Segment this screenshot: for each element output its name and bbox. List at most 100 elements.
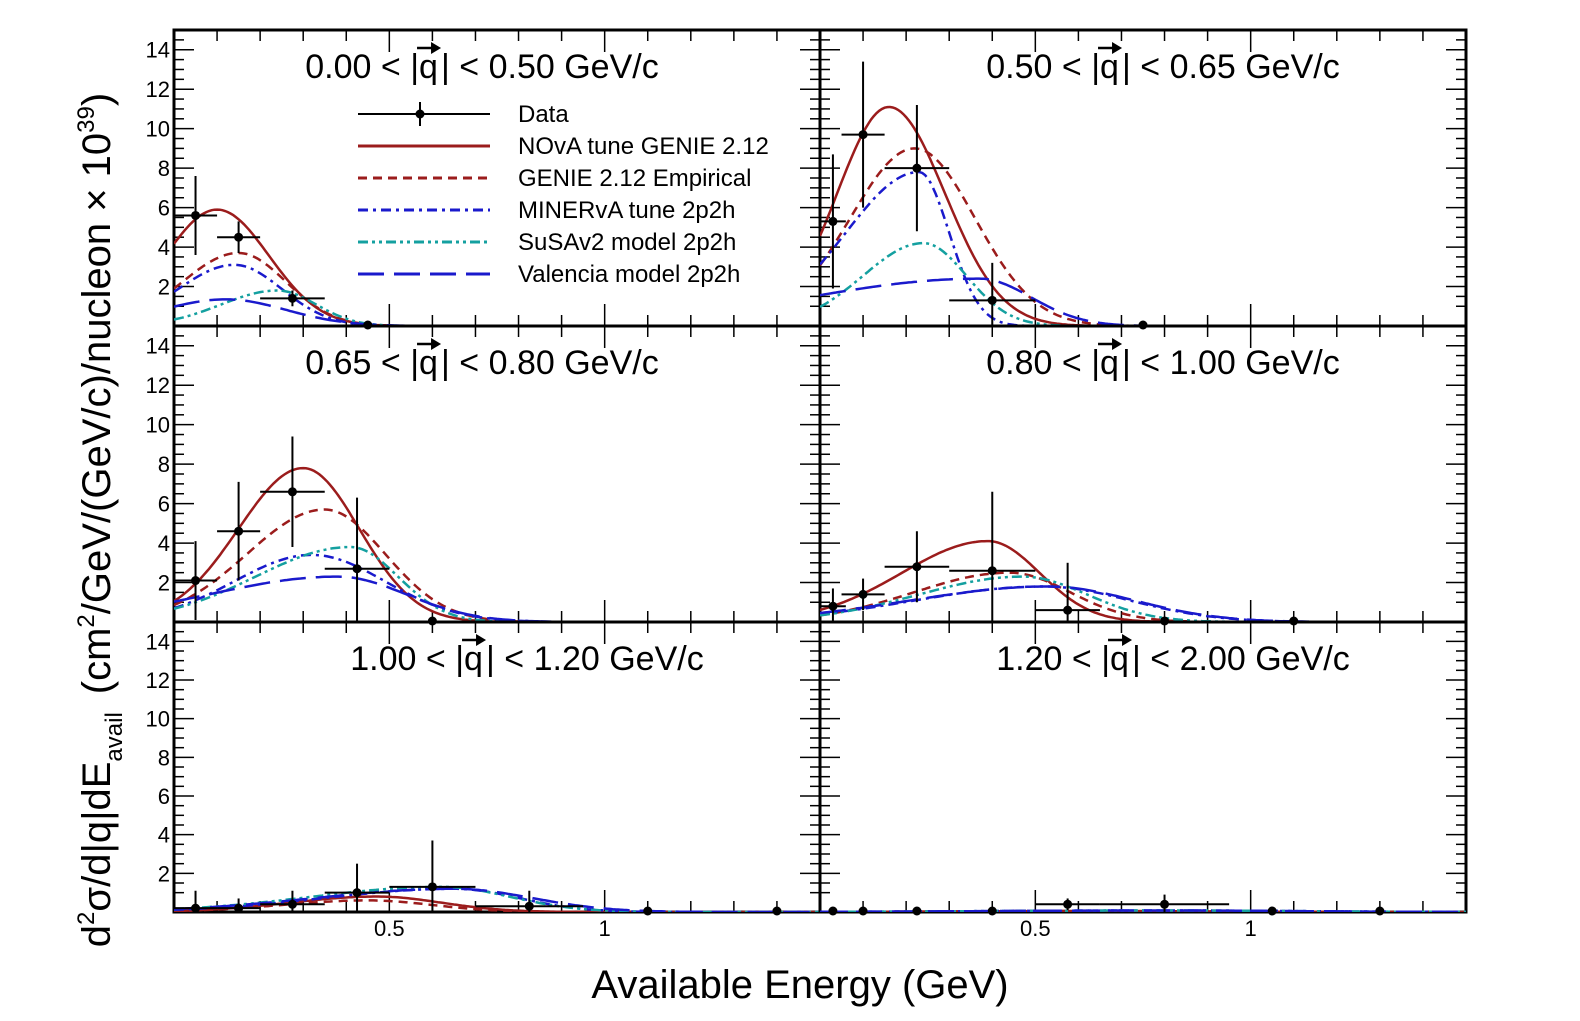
y-label-de: dE (75, 762, 119, 811)
panel-6: 0.5 1 1.20 < | | < 2.00 GeV/cq (818, 620, 1468, 941)
series-line-empirical (174, 508, 820, 622)
panel-3: 2 4 6 8 10 12 14 0.65 < | | < 0.80 GeV/cq (146, 324, 822, 626)
x-tick-label: 1 (599, 916, 611, 941)
panel-title-right: | < 1.00 GeV/c (1122, 344, 1340, 382)
y-tick-label: 14 (146, 38, 170, 63)
y-tick-label: 14 (146, 334, 170, 359)
panel-5: 2 4 6 8 10 12 14 0.5 1 1.00 < | | < 1.20 GeV/cq (146, 620, 822, 941)
data-marker (858, 130, 868, 140)
data-marker (1063, 899, 1073, 909)
q-symbol-6: q (1110, 640, 1129, 678)
legend-label-susa: SuSAv2 model 2p2h (518, 229, 736, 256)
y-tick-label: 12 (146, 77, 170, 102)
data-point (389, 840, 476, 912)
y-tick-label: 2 (158, 275, 170, 300)
data-marker (912, 163, 922, 173)
data-marker (1063, 605, 1073, 615)
y-label-close: ) (75, 93, 119, 106)
y-tick-label: 4 (158, 531, 170, 556)
panel-data-5 (174, 840, 782, 916)
svg-text:d2σ/d|q|dEavail(cm2/GeV/(GeV/c: d2σ/d|q|dEavail(cm2/GeV/(GeV/c)/nucleon … (73, 93, 128, 947)
panel-title-4: 0.80 < | | < 1.00 GeV/cq (986, 338, 1340, 382)
y-label-sub: avail (101, 712, 128, 761)
panel-4: 0.80 < | | < 1.00 GeV/cq (818, 324, 1468, 626)
y-tick-label: 2 (158, 861, 170, 886)
series-line-minerva (174, 263, 820, 326)
panel-title-left: 0.00 < | (305, 48, 419, 86)
y-label-d: d (75, 925, 119, 947)
y-axis-4 (820, 335, 1466, 604)
data-marker (828, 216, 838, 226)
y-tick-label: 6 (158, 196, 170, 221)
legend-label-data: Data (518, 101, 569, 128)
data-marker (987, 295, 997, 305)
y-label-q: |q| (75, 811, 119, 854)
q-arrow-head-5 (476, 634, 487, 646)
panel-title-right: | < 2.00 GeV/c (1132, 640, 1350, 678)
y-tick-label: 10 (146, 413, 170, 438)
panel-title-left: 0.80 < | (986, 344, 1100, 382)
x-axis-label: Available Energy (GeV) (591, 963, 1008, 1007)
panel-curves-5 (174, 885, 820, 912)
panel-title-1: 0.00 < | | < 0.50 GeV/cq (305, 42, 659, 86)
panel-title-left: 0.50 < | (986, 48, 1100, 86)
series-line-susa (174, 885, 820, 912)
series-line-empirical (174, 251, 820, 326)
data-marker (287, 487, 297, 497)
q-arrow-head-4 (1112, 338, 1123, 350)
y-tick-label: 6 (158, 784, 170, 809)
data-point (174, 541, 218, 621)
q-symbol-5: q (464, 640, 483, 678)
data-marker (828, 906, 838, 916)
data-point (1267, 906, 1277, 916)
data-point (174, 176, 218, 255)
data-marker (524, 901, 534, 911)
y-axis-6 (820, 630, 1466, 894)
x-tick-label: 0.5 (1020, 916, 1051, 941)
y-tick-label: 4 (158, 823, 170, 848)
data-point (820, 588, 846, 622)
legend-entry-data: Data (358, 101, 569, 128)
q-arrow-head-2 (1112, 42, 1123, 54)
series-line-minerva (174, 553, 820, 622)
data-point (949, 262, 1036, 326)
y-tick-label: 8 (158, 745, 170, 770)
data-point (884, 104, 950, 232)
panel-data-1 (174, 176, 373, 330)
data-marker (352, 888, 362, 898)
data-point (1099, 894, 1230, 912)
data-point (174, 890, 218, 913)
data-marker (191, 903, 201, 913)
data-point (1035, 562, 1100, 622)
data-point (987, 906, 997, 916)
y-label-exp39: 39 (73, 106, 100, 133)
y-tick-label: 4 (158, 235, 170, 260)
data-marker (352, 564, 362, 574)
y-axis-3: 2 4 6 8 10 12 14 (146, 334, 820, 604)
data-point (841, 578, 885, 611)
data-marker (287, 293, 297, 303)
data-point (828, 906, 838, 916)
data-point (1375, 906, 1385, 916)
data-marker (427, 882, 437, 892)
data-marker (191, 576, 201, 586)
q-symbol-3: q (419, 344, 438, 382)
data-point (217, 481, 261, 581)
y-tick-label: 6 (158, 492, 170, 517)
data-point (912, 906, 922, 916)
data-marker (287, 899, 297, 909)
series-line-nova (174, 208, 820, 326)
panel-title-left: 1.20 < | (996, 640, 1110, 678)
panel-title-left: 0.65 < | (305, 344, 419, 382)
legend-entry-nova: NOvA tune GENIE 2.12 (358, 133, 769, 160)
data-point (475, 890, 584, 912)
x-axis-3 (216, 326, 778, 622)
legend-label-nova: NOvA tune GENIE 2.12 (518, 133, 769, 160)
series-line-valencia (174, 298, 820, 326)
data-point (643, 906, 653, 916)
data-point (217, 221, 261, 253)
data-marker (987, 566, 997, 576)
series-line-susa (820, 909, 1466, 912)
data-marker (1160, 899, 1170, 909)
